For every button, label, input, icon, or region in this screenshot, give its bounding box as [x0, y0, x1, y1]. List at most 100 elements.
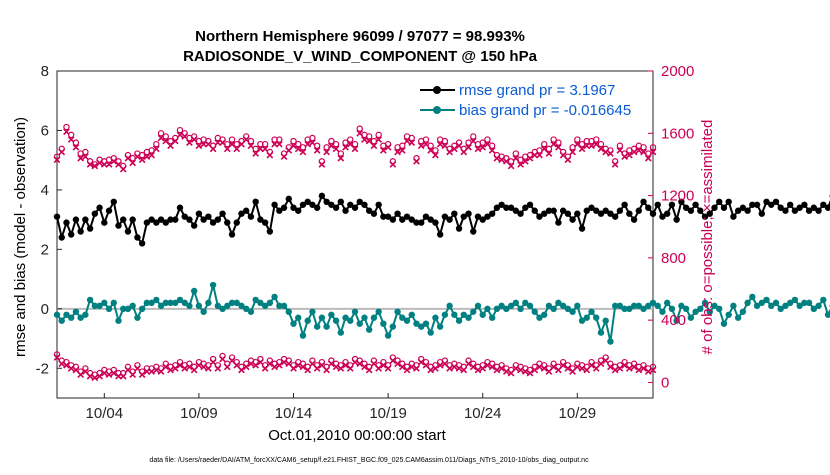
rmse-data-point — [446, 216, 452, 222]
rmse-data-point — [342, 208, 348, 214]
y-left-tick-label: 6 — [41, 122, 49, 139]
x-tick-label: 10/04 — [86, 405, 124, 422]
bias-data-point — [683, 306, 689, 312]
rmse-data-point — [773, 199, 779, 205]
rmse-data-point — [418, 219, 424, 225]
bias-data-point — [541, 312, 547, 318]
rmse-data-point — [139, 240, 145, 246]
rmse-data-point — [725, 199, 731, 205]
bias-data-point — [730, 303, 736, 309]
rmse-data-point — [456, 225, 462, 231]
bias-data-point — [489, 315, 495, 321]
y-left-tick-label: 0 — [41, 301, 49, 318]
rmse-data-point — [111, 199, 117, 205]
rmse-data-point — [621, 202, 627, 208]
bias-data-point — [139, 306, 145, 312]
y-left-tick-label: 8 — [41, 63, 49, 80]
chart-title-line2: RADIOSONDE_V_WIND_COMPONENT @ 150 hPa — [183, 48, 538, 65]
data-file-footnote: data file: /Users/raeder/DAI/ATM_forcXX/… — [149, 457, 589, 464]
bias-data-point — [749, 294, 755, 300]
bias-data-point — [319, 315, 325, 321]
rmse-data-point — [106, 208, 112, 214]
bias-data-point — [451, 312, 457, 318]
rmse-data-point — [319, 193, 325, 199]
bias-data-point — [442, 312, 448, 318]
bias-data-point — [380, 320, 386, 326]
rmse-data-point — [617, 208, 623, 214]
bias-data-point — [186, 303, 192, 309]
rmse-data-point — [267, 228, 273, 234]
bias-data-point — [205, 300, 211, 306]
bias-data-point — [333, 318, 339, 324]
bias-data-point — [475, 303, 481, 309]
bias-data-point — [655, 303, 661, 309]
bias-data-point — [304, 318, 310, 324]
rmse-data-point — [73, 216, 79, 222]
rmse-data-point — [252, 199, 258, 205]
rmse-data-point — [655, 202, 661, 208]
bias-data-point — [664, 300, 670, 306]
rmse-data-point — [664, 210, 670, 216]
bias-data-point — [375, 309, 381, 315]
bias-data-point — [290, 320, 296, 326]
bias-data-point — [427, 329, 433, 335]
x-tick-label: 10/29 — [559, 405, 597, 422]
rmse-data-point — [636, 208, 642, 214]
bias-data-point — [825, 312, 830, 318]
rmse-data-point — [286, 196, 292, 202]
bias-data-point — [366, 326, 372, 332]
rmse-data-point — [68, 231, 74, 237]
y-axis-label-left: rmse and bias (model - observation) — [12, 117, 29, 357]
bias-data-point — [129, 303, 135, 309]
y-right-tick-label: 1200 — [661, 188, 694, 205]
bias-data-point — [87, 297, 93, 303]
bias-data-point — [248, 309, 254, 315]
y-axis-label-right: # of obs: o=possible; ×=assimilated — [699, 120, 716, 355]
rmse-data-point — [229, 231, 235, 237]
bias-data-point — [480, 312, 486, 318]
rmse-data-point — [626, 210, 632, 216]
x-tick-label: 10/14 — [275, 405, 313, 422]
bias-data-point — [574, 303, 580, 309]
bias-data-point — [338, 329, 344, 335]
rmse-data-point — [352, 205, 358, 211]
bias-data-point — [300, 332, 306, 338]
rmse-data-point — [759, 210, 765, 216]
rmse-data-point — [721, 205, 727, 211]
rmse-data-point — [59, 234, 65, 240]
x-tick-label: 10/24 — [464, 405, 502, 422]
bias-data-point — [409, 312, 415, 318]
rmse-data-point — [224, 219, 230, 225]
rmse-data-point — [243, 208, 249, 214]
bias-data-point — [390, 323, 396, 329]
rmse-data-point — [716, 199, 722, 205]
rmse-data-point — [219, 210, 225, 216]
bias-data-point — [111, 300, 117, 306]
legend-bias-label: bias grand pr = -0.016645 — [459, 102, 631, 119]
rmse-data-point — [96, 205, 102, 211]
bias-data-point — [688, 315, 694, 321]
rmse-data-point — [579, 225, 585, 231]
rmse-data-point — [645, 205, 651, 211]
bias-data-point — [550, 306, 556, 312]
y-right-tick-label: 800 — [661, 250, 686, 267]
rmse-data-point — [87, 225, 93, 231]
rmse-data-point — [314, 205, 320, 211]
rmse-data-point — [196, 210, 202, 216]
bias-data-point — [792, 297, 798, 303]
rmse-data-point — [234, 219, 240, 225]
bias-data-point — [513, 300, 519, 306]
bias-data-point — [286, 309, 292, 315]
legend: rmse grand pr = 3.1967 bias grand pr = -… — [415, 79, 648, 123]
rmse-data-point — [333, 205, 339, 211]
bias-data-point — [669, 306, 675, 312]
y-left-tick-label: -2 — [36, 360, 49, 377]
bias-data-point — [196, 303, 202, 309]
bias-data-point — [352, 309, 358, 315]
legend-bias-marker — [433, 106, 441, 114]
bias-data-point — [484, 306, 490, 312]
rmse-data-point — [54, 213, 60, 219]
rmse-data-point — [517, 210, 523, 216]
rmse-data-point — [371, 210, 377, 216]
rmse-data-point — [555, 219, 561, 225]
